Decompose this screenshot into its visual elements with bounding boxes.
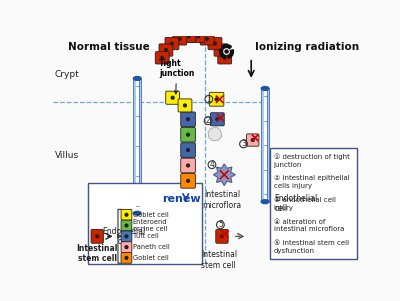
Text: 4: 4 <box>210 160 214 169</box>
Circle shape <box>224 49 229 54</box>
Circle shape <box>214 42 216 45</box>
Bar <box>264 88 266 202</box>
Circle shape <box>215 98 218 101</box>
Text: Ionizing radiation: Ionizing radiation <box>255 42 359 52</box>
Circle shape <box>216 118 219 121</box>
Circle shape <box>187 149 190 151</box>
Circle shape <box>220 235 223 238</box>
Text: ① destruction of tight
junction: ① destruction of tight junction <box>274 154 350 168</box>
FancyBboxPatch shape <box>91 229 103 243</box>
Text: Intestinal
stem cell: Intestinal stem cell <box>201 250 237 270</box>
Circle shape <box>187 164 190 167</box>
FancyBboxPatch shape <box>166 91 180 104</box>
Text: 3: 3 <box>241 139 246 148</box>
Wedge shape <box>226 50 234 58</box>
FancyBboxPatch shape <box>181 127 195 142</box>
Text: ② intestinal epithelial
cells injury: ② intestinal epithelial cells injury <box>274 175 349 189</box>
Circle shape <box>125 246 128 249</box>
Circle shape <box>187 179 190 182</box>
Bar <box>88 183 202 264</box>
Text: Intestinal
microflora: Intestinal microflora <box>202 190 242 209</box>
FancyBboxPatch shape <box>173 33 187 45</box>
FancyBboxPatch shape <box>216 229 228 243</box>
Circle shape <box>125 213 128 216</box>
Circle shape <box>187 133 190 136</box>
Circle shape <box>187 35 190 38</box>
Text: 5: 5 <box>218 220 223 229</box>
FancyBboxPatch shape <box>121 253 132 263</box>
Text: Villus: Villus <box>55 151 79 160</box>
Bar <box>139 79 141 213</box>
Circle shape <box>184 104 186 107</box>
Wedge shape <box>220 50 226 58</box>
FancyBboxPatch shape <box>121 220 132 231</box>
FancyBboxPatch shape <box>191 30 205 42</box>
FancyBboxPatch shape <box>182 30 196 42</box>
Ellipse shape <box>261 200 269 203</box>
Text: Endothelial
cell: Endothelial cell <box>102 227 146 247</box>
Circle shape <box>170 42 173 45</box>
Text: renew: renew <box>162 194 201 204</box>
Circle shape <box>161 56 164 59</box>
Bar <box>136 79 139 213</box>
FancyBboxPatch shape <box>208 37 222 50</box>
Circle shape <box>164 49 167 51</box>
Ellipse shape <box>133 76 141 80</box>
Text: Normal tissue: Normal tissue <box>68 42 150 52</box>
Polygon shape <box>214 164 235 185</box>
FancyBboxPatch shape <box>214 44 228 56</box>
Circle shape <box>125 235 128 238</box>
Wedge shape <box>222 45 232 51</box>
FancyBboxPatch shape <box>121 231 132 242</box>
FancyBboxPatch shape <box>181 158 195 173</box>
Circle shape <box>96 235 98 238</box>
Ellipse shape <box>133 211 141 215</box>
FancyBboxPatch shape <box>209 92 224 106</box>
FancyBboxPatch shape <box>178 99 192 112</box>
Text: Intestinal
stem cell: Intestinal stem cell <box>76 244 118 263</box>
FancyBboxPatch shape <box>181 112 195 127</box>
Circle shape <box>225 50 228 53</box>
FancyBboxPatch shape <box>200 33 214 45</box>
Circle shape <box>125 224 128 227</box>
Text: Paneth cell: Paneth cell <box>133 244 169 250</box>
Text: ④ alteration of
intestinal microflora: ④ alteration of intestinal microflora <box>274 219 344 232</box>
Text: Crypt: Crypt <box>55 70 80 79</box>
Text: 2: 2 <box>206 116 210 125</box>
FancyBboxPatch shape <box>121 209 132 220</box>
Circle shape <box>125 256 128 259</box>
Ellipse shape <box>261 87 269 90</box>
FancyBboxPatch shape <box>181 174 195 188</box>
Text: Tight
junction: Tight junction <box>159 59 194 94</box>
Circle shape <box>197 35 200 38</box>
FancyBboxPatch shape <box>181 143 195 157</box>
Text: Goblet cell: Goblet cell <box>133 255 168 261</box>
Circle shape <box>206 38 208 40</box>
FancyBboxPatch shape <box>121 242 132 253</box>
Bar <box>267 88 269 202</box>
Text: ⑤ intestinal stem cell
dysfunction: ⑤ intestinal stem cell dysfunction <box>274 240 349 254</box>
Text: Enteroend
ocrine cell: Enteroend ocrine cell <box>133 219 167 232</box>
FancyBboxPatch shape <box>210 113 224 126</box>
Circle shape <box>220 49 222 51</box>
Circle shape <box>187 118 190 121</box>
Text: ③ endothelial cell
injury: ③ endothelial cell injury <box>274 197 336 211</box>
Bar <box>133 79 136 213</box>
Text: Tuft cell: Tuft cell <box>133 233 158 239</box>
FancyBboxPatch shape <box>218 52 232 64</box>
Polygon shape <box>208 127 222 141</box>
Text: 1: 1 <box>206 95 211 104</box>
Text: Endothelial
cell: Endothelial cell <box>274 194 318 213</box>
FancyBboxPatch shape <box>159 44 173 56</box>
Circle shape <box>251 139 254 141</box>
Circle shape <box>171 96 174 99</box>
Bar <box>270 148 357 259</box>
FancyBboxPatch shape <box>246 134 259 146</box>
Bar <box>261 88 264 202</box>
Circle shape <box>178 38 181 40</box>
FancyBboxPatch shape <box>165 37 179 50</box>
Text: Goblet cell: Goblet cell <box>133 212 168 218</box>
FancyBboxPatch shape <box>155 52 169 64</box>
Circle shape <box>223 56 226 59</box>
